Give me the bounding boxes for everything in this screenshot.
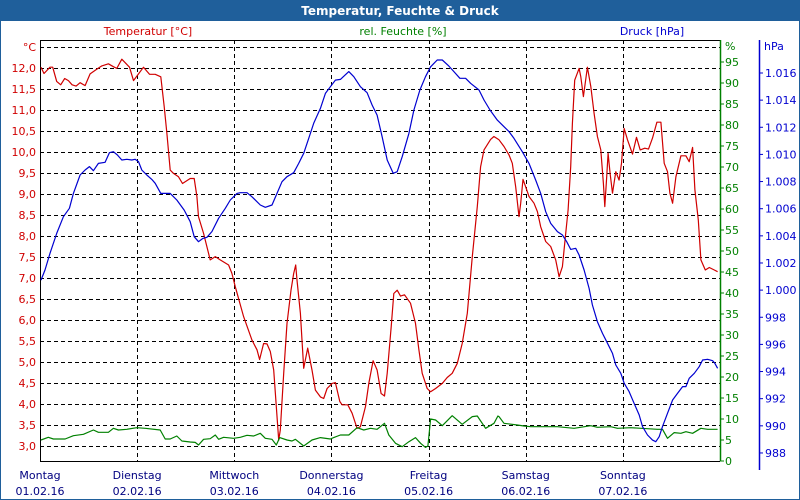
day-date-label: 04.02.16 bbox=[307, 485, 356, 498]
temperature-tick-label: 4,5 bbox=[19, 377, 37, 390]
pressure-tick-label: 994 bbox=[765, 366, 786, 379]
pressure-axis-title: Druck [hPa] bbox=[620, 25, 684, 38]
pressure-tick-label: 1.000 bbox=[765, 284, 797, 297]
pressure-tick-label: 996 bbox=[765, 338, 786, 351]
humidity-axis-title: rel. Feuchte [%] bbox=[359, 25, 446, 38]
humidity-unit-label: % bbox=[725, 40, 735, 53]
temperature-tick-label: 4,0 bbox=[19, 398, 37, 411]
temperature-tick-label: 7,5 bbox=[19, 251, 37, 264]
pressure-tick-label: 1.014 bbox=[765, 94, 797, 107]
pressure-tick-label: 998 bbox=[765, 311, 786, 324]
temperature-tick-label: 7,0 bbox=[19, 272, 37, 285]
humidity-tick-label: 95 bbox=[725, 56, 739, 69]
day-date-label: 01.02.16 bbox=[16, 485, 65, 498]
day-name-label: Montag bbox=[19, 469, 60, 482]
pressure-tick-label: 988 bbox=[765, 447, 786, 460]
day-name-label: Donnerstag bbox=[299, 469, 363, 482]
temperature-tick-label: 9,5 bbox=[19, 167, 37, 180]
day-name-label: Mittwoch bbox=[209, 469, 259, 482]
temperature-tick-label: 5,5 bbox=[19, 335, 37, 348]
pressure-unit-label: hPa bbox=[764, 40, 784, 53]
pressure-tick-label: 1.002 bbox=[765, 257, 797, 270]
day-date-label: 05.02.16 bbox=[404, 485, 453, 498]
humidity-tick-label: 40 bbox=[725, 287, 739, 300]
humidity-tick-label: 5 bbox=[725, 434, 732, 447]
temperature-tick-label: 9,0 bbox=[19, 188, 37, 201]
humidity-tick-label: 10 bbox=[725, 413, 739, 426]
temperature-tick-label: 11,0 bbox=[12, 104, 37, 117]
axes: 12,0 11,5 11,0 10,5 10,0 9,5 9,0 8,5 8,0 7,5 7,0 6,… bbox=[12, 40, 797, 498]
temperature-axis-title: Temperatur [°C] bbox=[103, 25, 192, 38]
temperature-tick-label: 3,0 bbox=[19, 440, 37, 453]
day-name-label: Dienstag bbox=[113, 469, 162, 482]
grid bbox=[40, 40, 720, 461]
day-name-label: Sonntag bbox=[600, 469, 646, 482]
pressure-tick-label: 1.004 bbox=[765, 230, 797, 243]
temperature-tick-label: 10,5 bbox=[12, 125, 37, 138]
day-date-label: 03.02.16 bbox=[210, 485, 259, 498]
series-line-humidity bbox=[40, 415, 718, 448]
humidity-tick-label: 50 bbox=[725, 245, 739, 258]
day-date-label: 02.02.16 bbox=[113, 485, 162, 498]
temperature-tick-label: 11,5 bbox=[12, 83, 37, 96]
series-line-pressure bbox=[40, 59, 719, 443]
humidity-tick-label: 25 bbox=[725, 350, 739, 363]
humidity-tick-label: 65 bbox=[725, 182, 739, 195]
humidity-tick-label: 55 bbox=[725, 224, 739, 237]
day-date-label: 06.02.16 bbox=[501, 485, 550, 498]
pressure-tick-label: 1.016 bbox=[765, 67, 797, 80]
humidity-tick-label: 60 bbox=[725, 203, 739, 216]
humidity-tick-label: 15 bbox=[725, 392, 739, 405]
humidity-tick-label: 90 bbox=[725, 77, 739, 90]
pressure-tick-label: 1.008 bbox=[765, 176, 797, 189]
temperature-tick-label: 3,5 bbox=[19, 419, 37, 432]
humidity-tick-label: 35 bbox=[725, 308, 739, 321]
temperature-tick-label: 5,0 bbox=[19, 356, 37, 369]
humidity-tick-label: 70 bbox=[725, 161, 739, 174]
temperature-tick-label: 6,5 bbox=[19, 293, 37, 306]
humidity-tick-label: 30 bbox=[725, 329, 739, 342]
humidity-tick-label: 45 bbox=[725, 266, 739, 279]
temperature-tick-label: 6,0 bbox=[19, 314, 37, 327]
pressure-tick-label: 992 bbox=[765, 393, 786, 406]
series-line-temperature bbox=[40, 58, 718, 441]
humidity-tick-label: 20 bbox=[725, 371, 739, 384]
day-date-label: 07.02.16 bbox=[598, 485, 647, 498]
window-title: Temperatur, Feuchte & Druck bbox=[1, 1, 799, 21]
humidity-tick-label: 85 bbox=[725, 98, 739, 111]
pressure-tick-label: 1.010 bbox=[765, 148, 797, 161]
pressure-tick-label: 1.006 bbox=[765, 203, 797, 216]
series-lines bbox=[40, 58, 719, 448]
temperature-tick-label: 12,0 bbox=[12, 62, 37, 75]
pressure-tick-label: 990 bbox=[765, 420, 786, 433]
humidity-tick-label: 75 bbox=[725, 140, 739, 153]
temperature-tick-label: 8,0 bbox=[19, 230, 37, 243]
temperature-tick-label: 8,5 bbox=[19, 209, 37, 222]
day-name-label: Samstag bbox=[502, 469, 550, 482]
temperature-unit-label: °C bbox=[23, 41, 37, 54]
pressure-tick-label: 1.012 bbox=[765, 121, 797, 134]
humidity-tick-label: 80 bbox=[725, 119, 739, 132]
day-name-label: Freitag bbox=[410, 469, 448, 482]
humidity-tick-label: 0 bbox=[725, 455, 732, 468]
temperature-tick-label: 10,0 bbox=[12, 146, 37, 159]
